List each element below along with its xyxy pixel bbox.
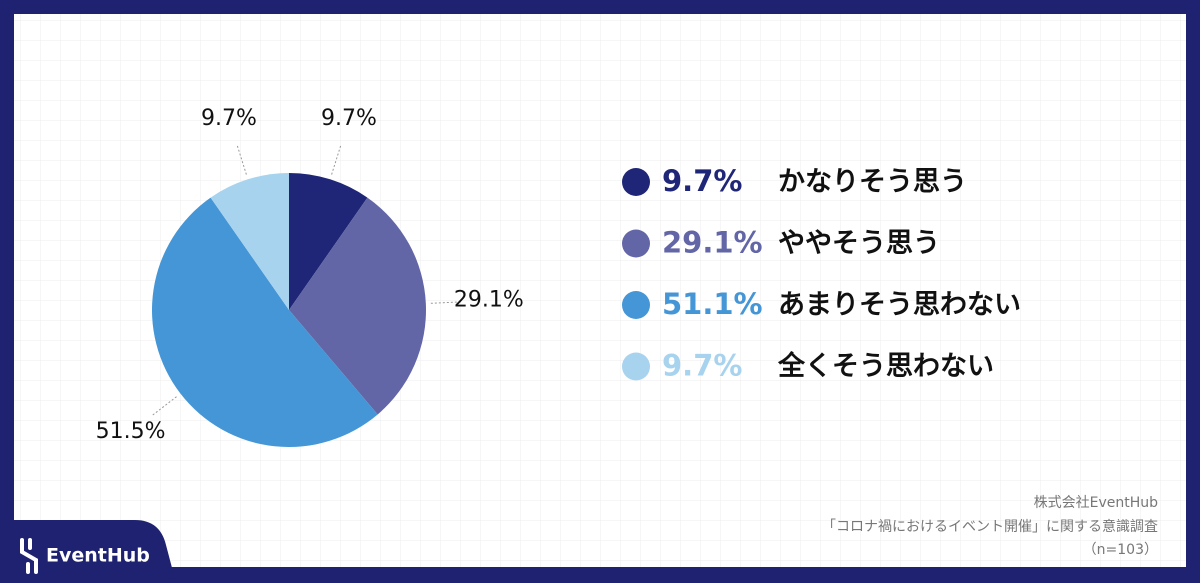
legend-label: あまりそう思わない	[778, 290, 1021, 321]
legend-swatch	[622, 229, 650, 258]
legend-percent: 51.1%	[662, 287, 763, 321]
footer-sample: （n=103）	[1083, 542, 1158, 558]
legend-label: 全くそう思わない	[777, 350, 994, 382]
leader-line	[331, 145, 342, 175]
legend-label: かなりそう思う	[778, 167, 967, 198]
legend-swatch	[622, 352, 650, 381]
footer-company: 株式会社EventHub	[1034, 495, 1159, 511]
legend-swatch	[622, 291, 650, 319]
data-label: 9.7%	[201, 106, 257, 131]
leader-line	[236, 145, 247, 175]
footer-survey: 「コロナ禍におけるイベント開催」に関する意識調査	[822, 518, 1158, 535]
leader-line	[430, 301, 461, 304]
logo-tab	[0, 520, 176, 583]
legend: 9.7% かなりそう思う 29.1% ややそう思う 51.1% あまりそう思わない 9.7%…	[622, 164, 1021, 383]
logo-icon	[20, 538, 38, 574]
legend-percent: 29.1%	[662, 226, 763, 260]
legend-swatch	[622, 168, 650, 196]
pie: 9.7% 29.1% 51.5% 9.7%	[96, 106, 524, 448]
legend-percent: 9.7%	[662, 349, 742, 383]
data-label: 29.1%	[454, 288, 524, 313]
logo-text: EventHub	[46, 545, 150, 567]
pie-slice	[289, 173, 368, 310]
legend-percent: 9.7%	[662, 164, 742, 198]
leader-line	[152, 396, 177, 416]
data-label: 51.5%	[96, 419, 166, 444]
pie-slice	[210, 173, 289, 310]
data-label: 9.7%	[321, 106, 377, 131]
legend-label: ややそう思う	[778, 228, 940, 259]
pie-slice	[152, 197, 378, 448]
pie-slice	[289, 197, 426, 415]
